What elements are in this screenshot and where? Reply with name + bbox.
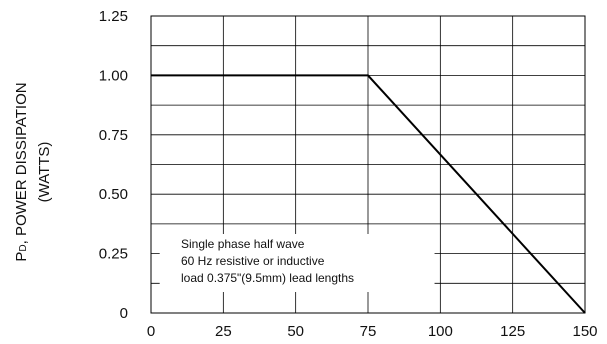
annotation-line: 60 Hz resistive or inductive [181,254,325,268]
plot-frame [150,15,586,314]
y-axis-label-subscript: D [18,244,29,251]
x-tick-label: 25 [215,323,232,340]
x-tick-label: 150 [572,323,597,340]
x-tick-label: 100 [428,323,453,340]
series [151,74,586,314]
y-tick-label: 0.25 [99,246,128,263]
y-tick-labels: 0 0.25 0.50 0.75 1.00 1.25 [99,8,128,322]
x-tick-label: 75 [360,323,377,340]
y-axis-label-rest: , POWER DISSIPATION [13,82,30,244]
y-axis-label-line1: PD, POWER DISSIPATION [13,82,30,261]
annotation-line: load 0.375"(9.5mm) lead lengths [181,271,354,285]
x-tick-label: 0 [147,323,155,340]
x-tick-label: 50 [287,323,304,340]
y-axis-label-line2: (WATTS) [36,142,53,203]
annotation-line: Single phase half wave [181,237,305,251]
annotation-box: Single phase half wave 60 Hz resistive or… [159,234,435,292]
y-tick-label: 0 [120,305,128,322]
y-tick-label: 1.00 [99,67,128,84]
y-tick-label: 1.25 [99,8,128,25]
annotation-background [159,234,435,292]
x-tick-label: 125 [500,323,525,340]
y-tick-label: 0.50 [99,186,128,203]
derating-curve [151,74,586,314]
y-axis-label-prefix: P [13,252,30,262]
x-tick-labels: 0 25 50 75 100 125 150 [147,323,598,340]
y-tick-label: 0.75 [99,127,128,144]
